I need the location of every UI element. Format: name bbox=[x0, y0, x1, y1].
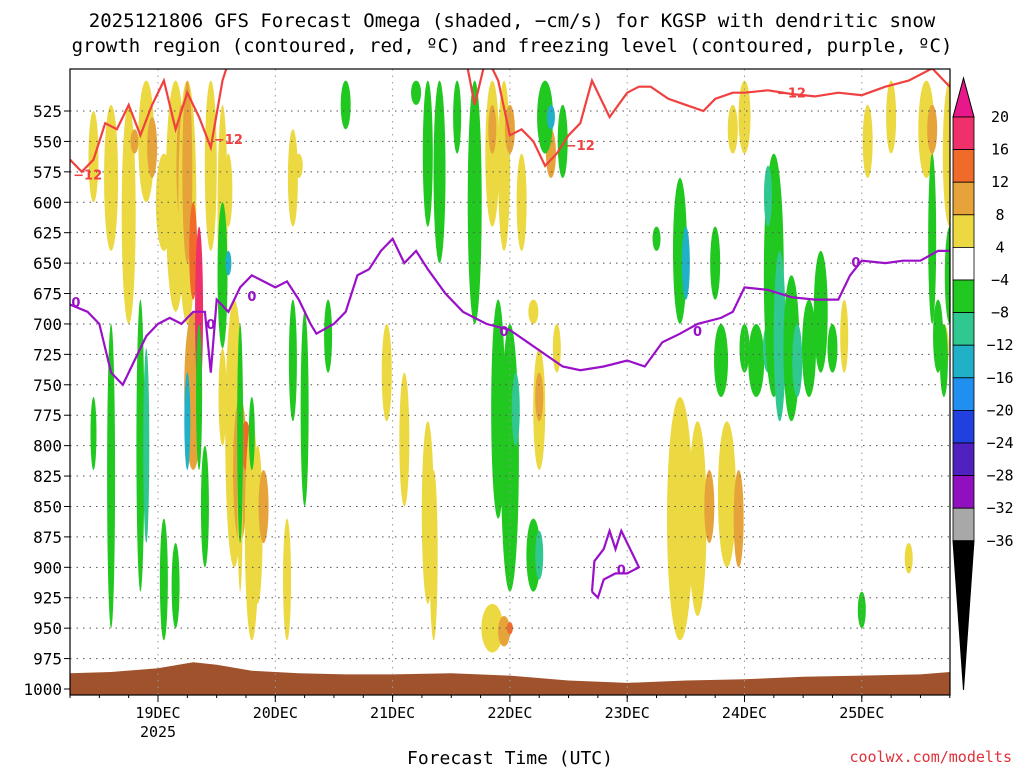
freezing-contour-label: 0 bbox=[71, 296, 80, 311]
colorbar-top-arrow bbox=[952, 76, 975, 118]
terrain-fill bbox=[70, 662, 950, 695]
colorbar-segment bbox=[952, 475, 975, 509]
colorbar-label: 12 bbox=[991, 173, 1009, 191]
freezing-contour-label: 0 bbox=[851, 256, 860, 271]
colorbar-label: −28 bbox=[986, 467, 1013, 485]
y-tick-label: 950 bbox=[33, 619, 62, 638]
y-tick-label: 800 bbox=[33, 437, 62, 456]
omega-shading bbox=[88, 80, 950, 653]
colorbar-segment bbox=[952, 507, 975, 542]
dgz-contour-label: −12 bbox=[214, 133, 243, 148]
y-tick-label: 600 bbox=[33, 193, 62, 212]
colorbar-label: −8 bbox=[991, 304, 1009, 322]
colorbar-label: −36 bbox=[986, 532, 1013, 550]
colorbar-segment bbox=[952, 312, 975, 346]
y-tick-label: 575 bbox=[33, 163, 62, 182]
x-tick-label: 20DEC bbox=[253, 704, 298, 722]
freezing-level-contour-line bbox=[70, 236, 950, 387]
colorbar-label: 20 bbox=[991, 108, 1009, 126]
y-tick-label: 975 bbox=[33, 650, 62, 669]
colorbar-label: 4 bbox=[995, 238, 1004, 256]
colorbar-segment bbox=[952, 344, 975, 379]
colorbar-label: −12 bbox=[986, 336, 1013, 354]
colorbar: 20 16 12 8 4 −4 −8 −12 −16 −20 −24 −28 −32 −36 bbox=[952, 76, 1014, 691]
colorbar-segment bbox=[952, 279, 975, 313]
y-tick-label: 525 bbox=[33, 102, 62, 121]
colorbar-label: −4 bbox=[991, 271, 1009, 289]
y-tick-label: 775 bbox=[33, 406, 62, 425]
freezing-contour-label: 0 bbox=[206, 318, 215, 333]
freezing-contour-label: 0 bbox=[693, 325, 702, 340]
colorbar-label: 16 bbox=[991, 141, 1009, 159]
y-tick-label: 925 bbox=[33, 589, 62, 608]
colorbar-segment bbox=[952, 116, 975, 150]
y-tick-label: 1000 bbox=[23, 680, 62, 699]
colorbar-label: 8 bbox=[995, 206, 1004, 224]
freezing-contour-label: 0 bbox=[617, 564, 626, 579]
y-tick-label: 675 bbox=[33, 285, 62, 304]
freezing-contour-label: 0 bbox=[500, 325, 509, 340]
x-tick-label: 23DEC bbox=[605, 704, 650, 722]
x-tick-label: 21DEC bbox=[370, 704, 415, 722]
freezing-contour-label: 0 bbox=[247, 290, 256, 305]
dgz-contour-label: −12 bbox=[73, 168, 102, 183]
y-tick-label: 700 bbox=[33, 315, 62, 334]
x-tick-label: 19DEC bbox=[135, 704, 180, 722]
dgz-contour-label: −12 bbox=[566, 139, 595, 154]
colorbar-label: −24 bbox=[986, 434, 1013, 452]
y-tick-label: 900 bbox=[33, 558, 62, 577]
dgz-contour-line bbox=[466, 69, 950, 168]
colorbar-segment bbox=[952, 246, 975, 281]
y-tick-label: 625 bbox=[33, 224, 62, 243]
colorbar-segment bbox=[952, 377, 975, 411]
chart-title-line-1: 2025121806 GFS Forecast Omega (shaded, −… bbox=[89, 10, 936, 32]
colorbar-label: −20 bbox=[986, 401, 1013, 419]
colorbar-label: −16 bbox=[986, 369, 1013, 387]
y-tick-label: 650 bbox=[33, 254, 62, 273]
y-tick-label: 550 bbox=[33, 132, 62, 151]
colorbar-segment bbox=[952, 181, 975, 216]
y-tick-label: 875 bbox=[33, 528, 62, 547]
y-tick-label: 725 bbox=[33, 345, 62, 364]
colorbar-segment bbox=[952, 214, 975, 248]
grid-lines bbox=[70, 69, 950, 695]
colorbar-label: −32 bbox=[986, 499, 1013, 517]
plot-area: −12 −12 −12 −12 0 0 0 0 0 0 0 bbox=[69, 68, 951, 696]
credit-text: coolwx.com/modelts bbox=[849, 748, 1012, 766]
freezing-level-contour-loop bbox=[590, 527, 641, 600]
x-tick-sublabel: 2025 bbox=[140, 723, 176, 741]
contour-lines: −12 −12 −12 −12 0 0 0 0 0 0 0 bbox=[70, 69, 950, 600]
colorbar-segment bbox=[952, 149, 975, 183]
y-axis-ticks: 525 550 575 600 625 650 675 700 725 750 775 800 825 8… bbox=[23, 102, 70, 699]
dgz-contour-label: −12 bbox=[777, 87, 806, 102]
y-tick-label: 825 bbox=[33, 467, 62, 486]
x-axis-title: Forecast Time (UTC) bbox=[407, 748, 613, 768]
x-tick-label: 25DEC bbox=[839, 704, 884, 722]
chart-title-line-2: growth region (contoured, red, ºC) and f… bbox=[72, 35, 953, 57]
dgz-contour-line bbox=[70, 69, 228, 174]
x-tick-label: 24DEC bbox=[722, 704, 767, 722]
colorbar-segment bbox=[952, 409, 975, 444]
y-tick-label: 750 bbox=[33, 376, 62, 395]
colorbar-segment bbox=[952, 442, 975, 476]
y-tick-label: 850 bbox=[33, 497, 62, 516]
x-tick-label: 22DEC bbox=[487, 704, 532, 722]
colorbar-bottom-arrow bbox=[952, 540, 975, 691]
